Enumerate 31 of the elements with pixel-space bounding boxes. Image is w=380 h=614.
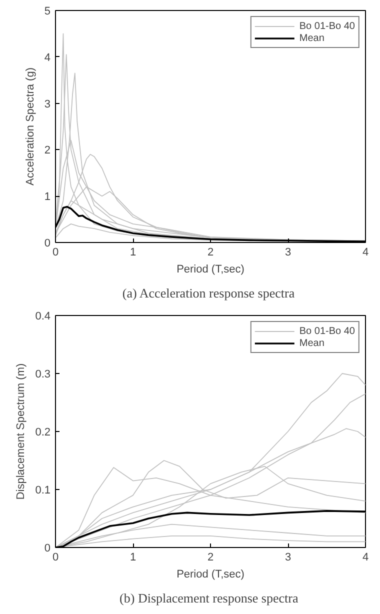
x-tick-label: 0 (52, 246, 59, 258)
y-tick-label: 0.1 (35, 484, 51, 496)
legend-label: Mean (299, 337, 324, 349)
x-axis-title: Period (T,sec) (176, 568, 244, 580)
y-axis-title: Acceleration Spectra (g) (24, 68, 36, 186)
text: (b) Displacement response spectra (120, 590, 298, 606)
x-tick-label: 2 (207, 246, 214, 258)
y-tick-label: 5 (44, 6, 51, 18)
x-tick-label: 3 (284, 246, 292, 258)
y-tick-label: 0.4 (35, 310, 51, 322)
x-tick-label: 1 (130, 246, 136, 258)
x-axis-title: Period (T,sec) (176, 264, 244, 276)
x-tick-label: 1 (130, 552, 136, 564)
y-tick-label: 0.2 (35, 426, 51, 438)
y-axis-title: Displacement Spectrum (m) (15, 363, 28, 500)
text: (a) Acceleration response spectra (122, 286, 295, 300)
y-tick-label: 0 (44, 238, 51, 250)
legend-label: Mean (299, 32, 324, 44)
y-tick-label: 2 (44, 144, 51, 157)
y-tick-label: 3 (44, 98, 51, 110)
y-tick-label: 1 (44, 191, 51, 204)
x-tick-label: 4 (362, 552, 369, 564)
y-tick-label: 0 (44, 542, 51, 554)
x-tick-label: 0 (52, 552, 59, 564)
y-tick-label: 4 (44, 52, 51, 64)
legend-label: Bo 01-Bo 40 (299, 325, 355, 337)
legend-label: Bo 01-Bo 40 (299, 20, 355, 32)
x-tick-label: 4 (362, 246, 369, 258)
x-tick-label: 2 (207, 552, 214, 564)
x-tick-label: 3 (284, 552, 292, 564)
y-tick-label: 0.3 (35, 368, 51, 380)
